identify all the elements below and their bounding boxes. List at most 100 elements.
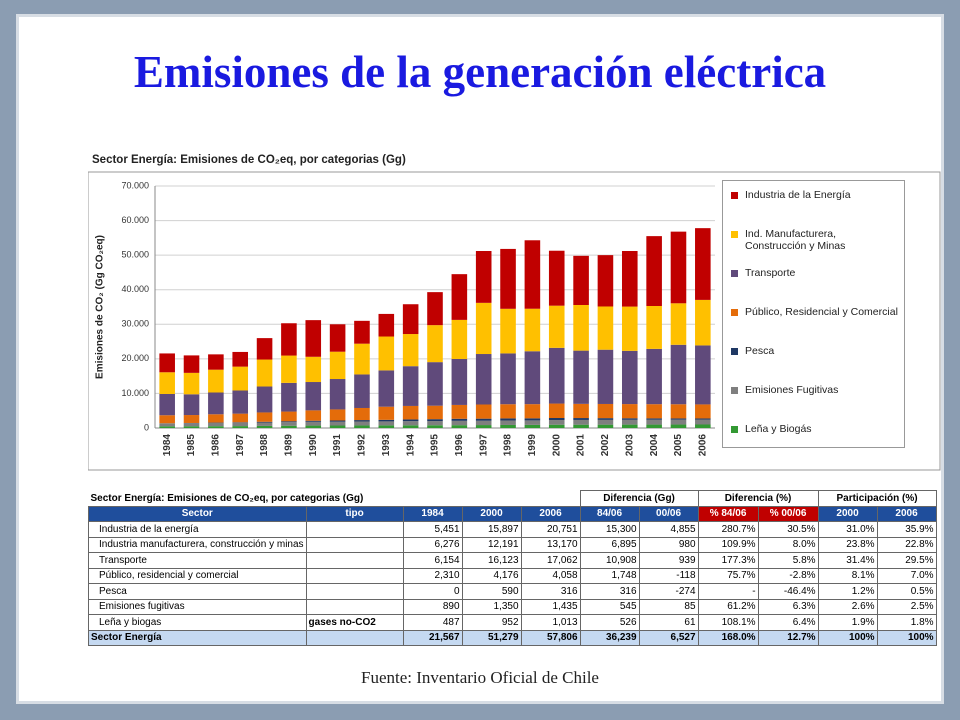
- table-cell: 1,435: [520, 598, 581, 615]
- bar-segment: [256, 338, 273, 360]
- bar-segment: [695, 418, 711, 420]
- bar-segment: [329, 421, 346, 426]
- bar-segment: [670, 404, 687, 419]
- bar-segment: [208, 392, 224, 415]
- bar-segment: [256, 359, 273, 387]
- header-row: Sector tipo 1984 2000 2006 84/06 00/06% 84/06%…: [88, 505, 937, 522]
- x-tick-label: 1985: [186, 434, 197, 457]
- bar-segment: [354, 320, 370, 344]
- table-cell: 8.0%: [757, 536, 819, 553]
- bar-segment: [329, 351, 346, 380]
- table-row: Emisiones fugitivas 890 1,350 1,435 545 85 61.…: [88, 598, 937, 615]
- table-cell: 1.2%: [817, 583, 878, 600]
- bar-segment: [208, 414, 224, 423]
- table-cell: 21,567: [402, 629, 463, 646]
- bar-segment: [548, 305, 565, 348]
- bar-segment: [427, 292, 443, 326]
- legend-swatch: [731, 231, 738, 238]
- bar-segment: [475, 354, 492, 405]
- bar-segment: [183, 423, 200, 427]
- x-tick-label: 1991: [332, 434, 343, 457]
- table-cell: 545: [579, 598, 640, 615]
- y-tick-label: 70.000: [121, 180, 149, 190]
- table-cell: Industria de la energía: [88, 521, 307, 538]
- table-cell: gases no-CO2: [305, 614, 404, 631]
- bar-segment: [524, 308, 541, 352]
- table-cell: -2.8%: [757, 567, 819, 584]
- chart-title: Sector Energía: Emisiones de CO₂eq, por …: [92, 154, 406, 166]
- table-cell: 1,748: [579, 567, 640, 584]
- table-cell: 4,855: [638, 521, 699, 538]
- bar-segment: [354, 407, 370, 421]
- bar-segment: [232, 366, 249, 391]
- bar-segment: [524, 424, 541, 428]
- bar-segment: [500, 353, 516, 405]
- bar-segment: [646, 404, 662, 419]
- table-cell: 29.5%: [876, 552, 937, 569]
- table-cell: 2.5%: [876, 598, 937, 615]
- table-cell: 51,279: [461, 629, 522, 646]
- bar-segment: [354, 420, 370, 422]
- x-tick-label: 1987: [235, 434, 246, 457]
- x-tick-label: 1988: [259, 434, 270, 457]
- x-tick-label: 2002: [600, 434, 611, 457]
- bar-segment: [402, 366, 419, 406]
- column-header: % 84/06: [697, 505, 759, 522]
- group-header: Diferencia (%): [697, 490, 819, 507]
- table-cell: -46.4%: [757, 583, 819, 600]
- table-cell: 75.7%: [697, 567, 759, 584]
- table-cell: 890: [402, 598, 463, 615]
- bar-segment: [208, 426, 224, 428]
- bar-segment: [695, 419, 711, 425]
- bar-segment: [281, 382, 297, 412]
- table-cell: 7.0%: [876, 567, 937, 584]
- table-cell: 487: [402, 614, 463, 631]
- bar-segment: [621, 350, 638, 405]
- bar-segment: [427, 421, 443, 426]
- bar-segment: [500, 404, 516, 419]
- source: Fuente: Inventario Oficial de Chile: [361, 668, 599, 687]
- x-tick-label: 1995: [430, 434, 441, 457]
- bar-segment: [548, 420, 565, 425]
- slide-title: Emisiones de la generación eléctrica: [133, 47, 827, 97]
- bar-segment: [329, 425, 346, 428]
- bar-segment: [695, 228, 711, 300]
- bar-segment: [402, 405, 419, 420]
- table-cell: 168.0%: [697, 629, 759, 646]
- group-header: Diferencia (Gg): [579, 490, 699, 507]
- bar-segment: [548, 424, 565, 428]
- legend-label: Transporte: [745, 267, 796, 279]
- bar-segment: [524, 420, 541, 425]
- column-header: 2000: [817, 505, 878, 522]
- x-tick-label: 1986: [211, 434, 222, 457]
- column-header: 2006: [520, 505, 581, 522]
- table-cell: [305, 583, 404, 600]
- bar-segment: [354, 425, 370, 428]
- bar-segment: [695, 345, 711, 405]
- bar-segment: [597, 424, 614, 428]
- bar-segment: [621, 306, 638, 351]
- legend-item: Público, Residencial y Comercial: [729, 306, 898, 345]
- table-cell: 13,170: [520, 536, 581, 553]
- x-tick-label: 2004: [649, 434, 660, 457]
- table-cell: 1,013: [520, 614, 581, 631]
- bar-segment: [427, 362, 443, 406]
- table-cell: Pesca: [88, 583, 307, 600]
- table-cell: 57,806: [520, 629, 581, 646]
- y-tick-label: 0: [144, 422, 149, 432]
- bar-segment: [500, 418, 516, 421]
- bar-segment: [475, 425, 492, 428]
- data-table: Sector Energía: Emisiones de CO₂eq, por …: [88, 490, 937, 646]
- bar-segment: [548, 347, 565, 404]
- bar-segment: [597, 306, 614, 350]
- bar-segment: [305, 425, 322, 428]
- bar-segment: [621, 418, 638, 420]
- table-cell: 980: [638, 536, 699, 553]
- bar-segment: [475, 418, 492, 421]
- legend-item: Emisiones Fugitivas: [729, 384, 898, 423]
- bar-segment: [695, 424, 711, 428]
- bar-segment: [573, 255, 589, 305]
- x-tick-label: 1984: [162, 434, 173, 457]
- bar-segment: [597, 418, 614, 420]
- bar-segment: [597, 255, 614, 307]
